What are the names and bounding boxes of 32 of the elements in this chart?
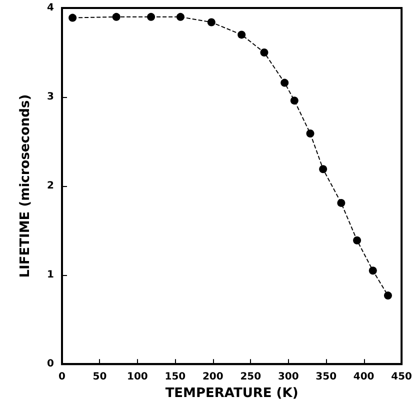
point: [176, 12, 184, 21]
y-axis-title: LIFETIME (microseconds): [18, 94, 33, 278]
point: [368, 266, 377, 275]
point: [207, 18, 216, 26]
point: [112, 12, 120, 21]
x-tick-label: 350: [316, 372, 337, 383]
point: [280, 78, 289, 87]
point: [147, 12, 156, 21]
x-tick-label: 100: [127, 372, 148, 383]
y-tick-label: 4: [47, 2, 54, 14]
x-tick-label: 200: [202, 372, 224, 383]
x-tick-label: 150: [164, 372, 186, 383]
point: [290, 96, 298, 105]
point: [384, 292, 392, 300]
y-tick-label: 1: [47, 270, 54, 281]
x-axis-title: TEMPERATURE (K): [165, 386, 298, 401]
point: [353, 236, 362, 244]
x-tick-label: 400: [353, 372, 374, 383]
point: [337, 198, 346, 207]
y-tick-label: 3: [47, 92, 54, 103]
point: [306, 130, 314, 138]
y-tick-label: 2: [47, 180, 54, 192]
point: [68, 14, 77, 22]
x-tick-label: 450: [391, 372, 412, 383]
point: [238, 30, 246, 39]
point: [319, 165, 328, 174]
x-tick-label: 250: [240, 372, 262, 383]
x-tick-label: 50: [92, 372, 107, 383]
x-tick-label: 300: [278, 372, 299, 383]
y-tick-label: 0: [47, 358, 54, 370]
point: [260, 48, 268, 57]
x-tick-label: 0: [58, 372, 66, 383]
